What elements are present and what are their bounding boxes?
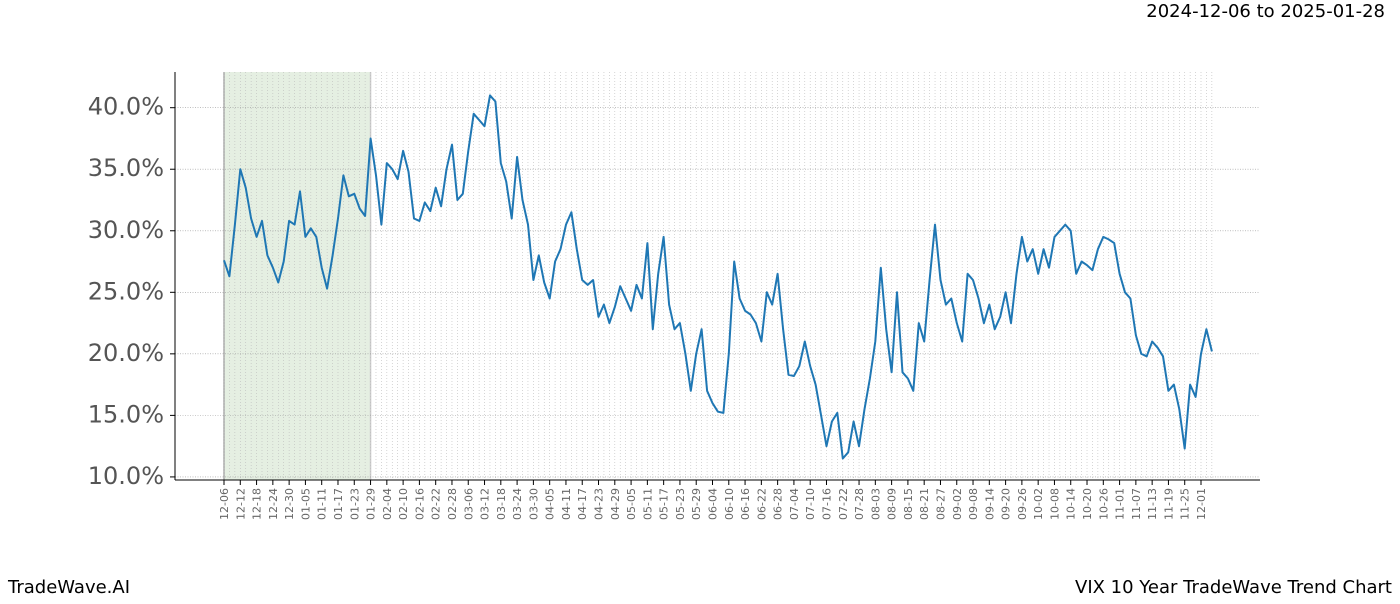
trend-line	[223, 94, 1213, 460]
x-tick-label: 06-04	[707, 488, 720, 520]
x-tick-label: 01-29	[365, 488, 378, 520]
x-tick-label: 05-23	[674, 488, 687, 520]
x-tick-label: 09-08	[967, 488, 980, 520]
plot-back	[175, 72, 1260, 480]
x-tick-label: 05-11	[641, 488, 654, 520]
x-tick-label: 03-06	[462, 488, 475, 520]
x-tick-label: 11-07	[1130, 488, 1143, 520]
y-tick-label: 30.0%	[88, 216, 164, 244]
x-tick-label: 06-16	[739, 488, 752, 520]
x-tick-label: 12-24	[267, 488, 280, 520]
y-tick-label: 25.0%	[88, 277, 164, 305]
x-tick-label: 05-29	[690, 488, 703, 520]
x-tick-label: 11-19	[1162, 488, 1175, 520]
x-tick-label: 02-22	[430, 488, 443, 520]
x-tick-label: 02-10	[397, 488, 410, 520]
y-tick-label: 35.0%	[88, 154, 164, 182]
x-tick-label: 04-23	[593, 488, 606, 520]
x-tick-label: 04-29	[609, 488, 622, 520]
x-tick-label: 12-12	[234, 488, 247, 520]
brand: TradeWave.AI	[7, 577, 130, 598]
x-tick-label: 09-14	[983, 488, 996, 520]
x-tick-label: 07-22	[837, 488, 850, 520]
x-tick-label: 05-17	[658, 488, 671, 520]
x-tick-label: 08-27	[934, 488, 947, 520]
x-tick-label: 10-08	[1048, 488, 1061, 520]
x-tick-label: 07-10	[804, 488, 817, 520]
x-tick-label: 08-21	[918, 488, 931, 520]
x-tick-label: 04-05	[544, 488, 557, 520]
x-tick-label: 09-20	[1000, 488, 1013, 520]
x-tick-label: 10-02	[1032, 488, 1045, 520]
x-tick-label: 08-15	[902, 488, 915, 520]
x-tick-label: 06-10	[723, 488, 736, 520]
x-tick-label: 09-02	[951, 488, 964, 520]
x-tick-label: 11-01	[1114, 488, 1127, 520]
highlight-span	[224, 72, 371, 480]
x-tick-label: 11-13	[1146, 488, 1159, 520]
x-tick-label: 03-18	[495, 488, 508, 520]
x-tick-label: 04-11	[560, 488, 573, 520]
x-tick-label: 02-04	[381, 488, 394, 520]
x-tick-label: 01-17	[332, 488, 345, 520]
x-tick-label: 11-25	[1179, 488, 1192, 520]
x-tick-label: 01-11	[316, 488, 329, 520]
x-tick-label: 07-28	[853, 488, 866, 520]
x-tick-label: 04-17	[576, 488, 589, 520]
x-tick-label: 06-28	[772, 488, 785, 520]
x-tick-label: 06-22	[755, 488, 768, 520]
x-tick-label: 12-06	[218, 488, 231, 520]
x-tick-label: 12-01	[1195, 488, 1208, 520]
x-tick-label: 10-14	[1065, 488, 1078, 520]
x-tick-label: 03-12	[479, 488, 492, 520]
x-tick-label: 03-30	[527, 488, 540, 520]
x-tick-label: 08-09	[886, 488, 899, 520]
date-range: 2024-12-06 to 2025-01-28	[1146, 1, 1385, 22]
y-tick-label: 20.0%	[88, 339, 164, 367]
chart-title: VIX 10 Year TradeWave Trend Chart	[1075, 577, 1392, 598]
x-tick-label: 01-05	[299, 488, 312, 520]
x-tick-label: 02-16	[413, 488, 426, 520]
x-tick-label: 10-26	[1097, 488, 1110, 520]
y-tick-label: 15.0%	[88, 400, 164, 428]
y-tick-label: 10.0%	[88, 462, 164, 490]
x-tick-label: 12-18	[251, 488, 264, 520]
x-tick-label: 01-23	[348, 488, 361, 520]
x-tick-label: 02-28	[446, 488, 459, 520]
x-tick-label: 10-20	[1081, 488, 1094, 520]
x-tick-label: 08-03	[869, 488, 882, 520]
x-tick-label: 07-16	[820, 488, 833, 520]
x-tick-label: 03-24	[511, 488, 524, 520]
y-tick-label: 40.0%	[88, 93, 164, 121]
x-tick-label: 07-04	[788, 488, 801, 520]
x-tick-label: 12-30	[283, 488, 296, 520]
x-tick-label: 09-26	[1016, 488, 1029, 520]
x-tick-label: 05-05	[625, 488, 638, 520]
